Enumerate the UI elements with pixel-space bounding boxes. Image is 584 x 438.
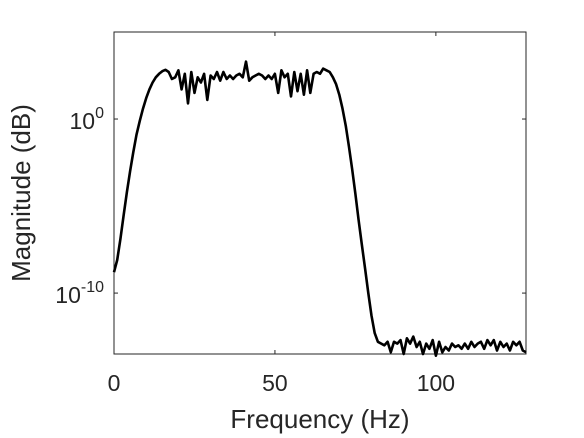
- series-line: [112, 60, 527, 357]
- y-axis-label: Magnitude (dB): [6, 104, 36, 282]
- x-tick-label: 100: [417, 370, 455, 396]
- y-tick-base: 10: [70, 108, 96, 134]
- x-tick-label: 0: [108, 370, 121, 396]
- y-tick-base: 10: [55, 282, 81, 308]
- x-tick-label: 50: [262, 370, 288, 396]
- x-tick-labels: 0 50 100: [108, 370, 455, 396]
- y-tick-label: 10-10: [55, 279, 104, 308]
- x-axis-label: Frequency (Hz): [230, 404, 409, 434]
- y-tick-exponent: -10: [81, 279, 104, 296]
- plot-area: [113, 31, 527, 355]
- y-tick-exponent: 0: [95, 105, 104, 122]
- y-tick-label: 100: [70, 105, 105, 134]
